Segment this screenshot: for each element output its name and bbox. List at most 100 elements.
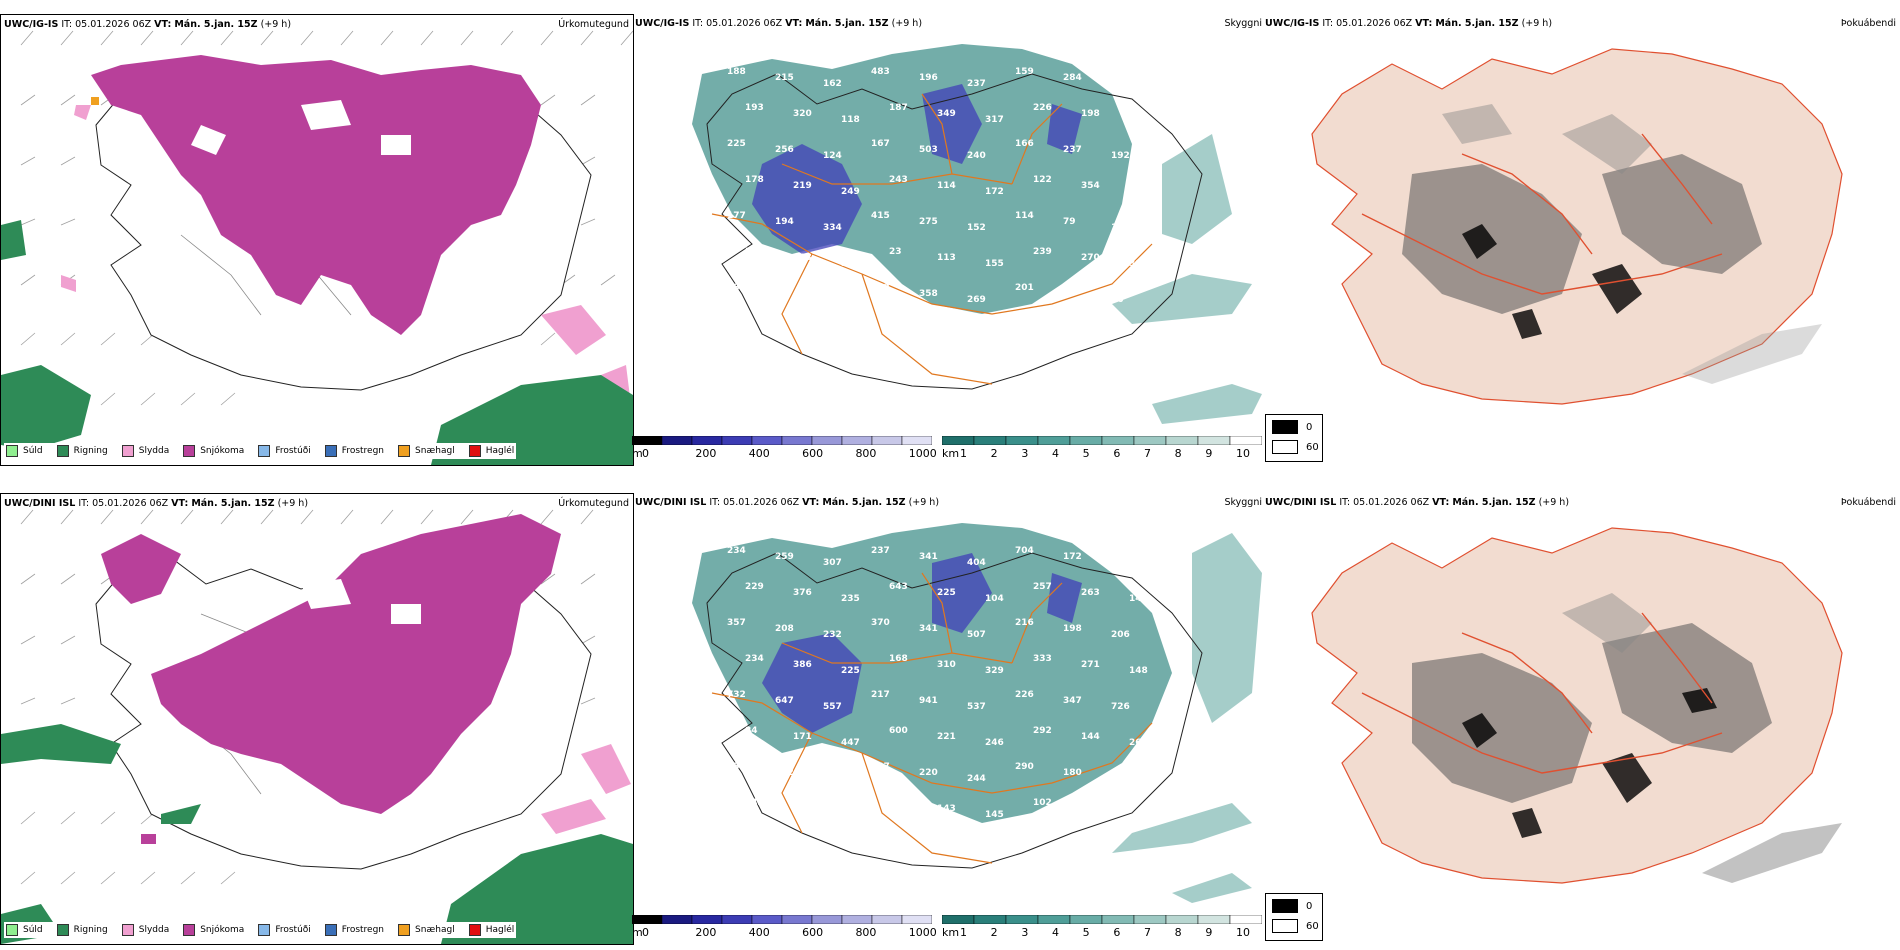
precip-legend-item: Frostúði [258, 445, 311, 457]
precip-legend-item: Haglél [468, 445, 515, 457]
visibility-value-label: 167 [871, 139, 890, 149]
colorbar-swatch [661, 915, 693, 924]
visibility-value-label: 193 [745, 103, 764, 113]
colorbar-tick-label: 200 [695, 926, 717, 939]
colorbar-tick-label: 200 [695, 447, 717, 460]
colorbar-tick-label: 9 [1205, 926, 1213, 939]
visibility-value-label: 96 [775, 289, 788, 299]
visibility-value-label: 229 [823, 774, 842, 784]
colorbar-swatch [1229, 436, 1262, 445]
visibility-value-label: 180 [1081, 804, 1100, 814]
visibility-value-label: 937 [1111, 558, 1130, 568]
colorbar-tick-label: 800 [855, 926, 877, 939]
visibility-value-label: 143 [937, 804, 956, 814]
precip-map-row2 [1, 509, 633, 944]
legend-swatch [398, 924, 411, 936]
visibility-value-label: 537 [967, 702, 986, 712]
precip-legend-item: Súld [6, 445, 43, 457]
precip-legend-item: Rigning [56, 445, 108, 457]
vt-value: Mán. 5.jan. 15Z [191, 498, 275, 509]
colorbar-swatch [781, 436, 813, 445]
colorbar-swatch [691, 915, 723, 924]
precip-legend-row2: Súld Rigning Slydda Snjókoma Frostúði Frostre… [4, 922, 517, 938]
visibility-value-label: 216 [1015, 618, 1034, 628]
colorbar-tick-label: 5 [1082, 447, 1090, 460]
visibility-value-label: 329 [985, 666, 1004, 676]
colorbar-swatch [811, 915, 843, 924]
ceiling-unit: m [632, 447, 643, 460]
visibility-value-label: 514 [841, 259, 860, 269]
visibility-value-label: 259 [793, 804, 812, 814]
visibility-value-label: 84 [745, 726, 758, 736]
visibility-value-label: 334 [823, 223, 842, 233]
visibility-value-label: 307 [823, 558, 842, 568]
visibility-value-label: 176 [1111, 774, 1130, 784]
visibility-unit: km [942, 926, 960, 939]
visibility-value-label: 263 [1081, 588, 1100, 598]
colorbar-swatch [1005, 436, 1039, 445]
visibility-value-label: 114 [1015, 211, 1034, 221]
legend-swatch [121, 445, 134, 457]
header-row2-vis: UWC/DINI ISL IT: 05.01.2026 06Z VT: Mán.… [635, 497, 940, 508]
colorbar-swatch [901, 436, 932, 445]
ceiling-ticks: 0 200 400 600 800 1000 [642, 447, 937, 461]
colorbar-tick-label: 6 [1113, 926, 1121, 939]
iceland-fog-row1 [1311, 48, 1843, 405]
colorbar-tick-label: 1 [960, 447, 967, 460]
visibility-colorbar-row1: km 1 2 3 4 5 6 7 8 9 10 [942, 436, 1262, 464]
visibility-title-row1: Skyggni [1224, 18, 1262, 29]
colorbar-tick-label: 6 [1113, 447, 1121, 460]
colorbar-tick-label: 8 [1174, 447, 1182, 460]
visibility-value-label: 148 [1129, 666, 1148, 676]
visibility-value-label: 198 [1081, 109, 1100, 119]
legend-swatch [6, 445, 18, 457]
legend-label: Haglél [485, 446, 515, 456]
model-name: UWC/IG-IS [1265, 18, 1320, 29]
colorbar-tick-label: 10 [1236, 926, 1250, 939]
visibility-value-label: 244 [967, 774, 986, 784]
vt-value: Mán. 5.jan. 15Z [822, 497, 906, 508]
precip-legend-item: Frostúði [258, 924, 311, 936]
legend-swatch [56, 445, 69, 457]
it-value: 05.01.2026 06Z [1353, 497, 1430, 508]
fog-legend-item: 60 [1272, 919, 1319, 933]
iceland-fog-row2 [1311, 527, 1843, 884]
fog-legend-item: 0 [1272, 899, 1312, 913]
visibility-value-label: 292 [1033, 726, 1052, 736]
precip-title-row2: Úrkomutegund [558, 498, 629, 509]
legend-swatch [121, 924, 134, 936]
visibility-title-row2: Skyggni [1224, 497, 1262, 508]
lead-time: (+9 h) [277, 498, 309, 509]
visibility-value-label: 23 [889, 247, 902, 257]
visibility-value-label: 507 [967, 630, 986, 640]
visibility-value-label: 386 [793, 660, 812, 670]
visibility-value-label: 123 [871, 283, 890, 293]
fog-legend-label: 60 [1306, 441, 1319, 453]
snow-area-row2 [151, 514, 561, 814]
colorbar-tick-label: 2 [990, 926, 998, 939]
visibility-ticks: 1 2 3 4 5 6 7 8 9 10 [960, 447, 1260, 461]
visibility-value-label: 600 [889, 726, 908, 736]
model-name: UWC/IG-IS [4, 19, 59, 30]
visibility-value-label: 863 [889, 319, 908, 329]
colorbar-swatch [1005, 915, 1039, 924]
colorbar-swatch [1165, 436, 1199, 445]
visibility-value-label: 243 [889, 175, 908, 185]
colorbar-swatch [973, 915, 1007, 924]
visibility-value-label: 206 [1111, 630, 1130, 640]
visibility-value-label: 186 [727, 283, 746, 293]
colorbar-swatch [721, 436, 753, 445]
visibility-value-label: 941 [919, 696, 938, 706]
model-name: UWC/IG-IS [635, 18, 690, 29]
precip-legend-item: Haglél [468, 924, 514, 936]
it-value: 05.01.2026 06Z [706, 18, 783, 29]
legend-swatch [183, 924, 196, 936]
legend-swatch [324, 924, 337, 936]
colorbar-swatch [942, 915, 975, 924]
visibility-value-label: 234 [745, 654, 764, 664]
wind-barbs-row2 [20, 509, 596, 885]
legend-label: Snæhagl [415, 446, 455, 456]
ceiling-colorbar-row2: m 0 200 400 600 800 1000 [632, 915, 942, 943]
visibility-value-label: 239 [1033, 247, 1052, 257]
colorbar-swatch [901, 915, 932, 924]
